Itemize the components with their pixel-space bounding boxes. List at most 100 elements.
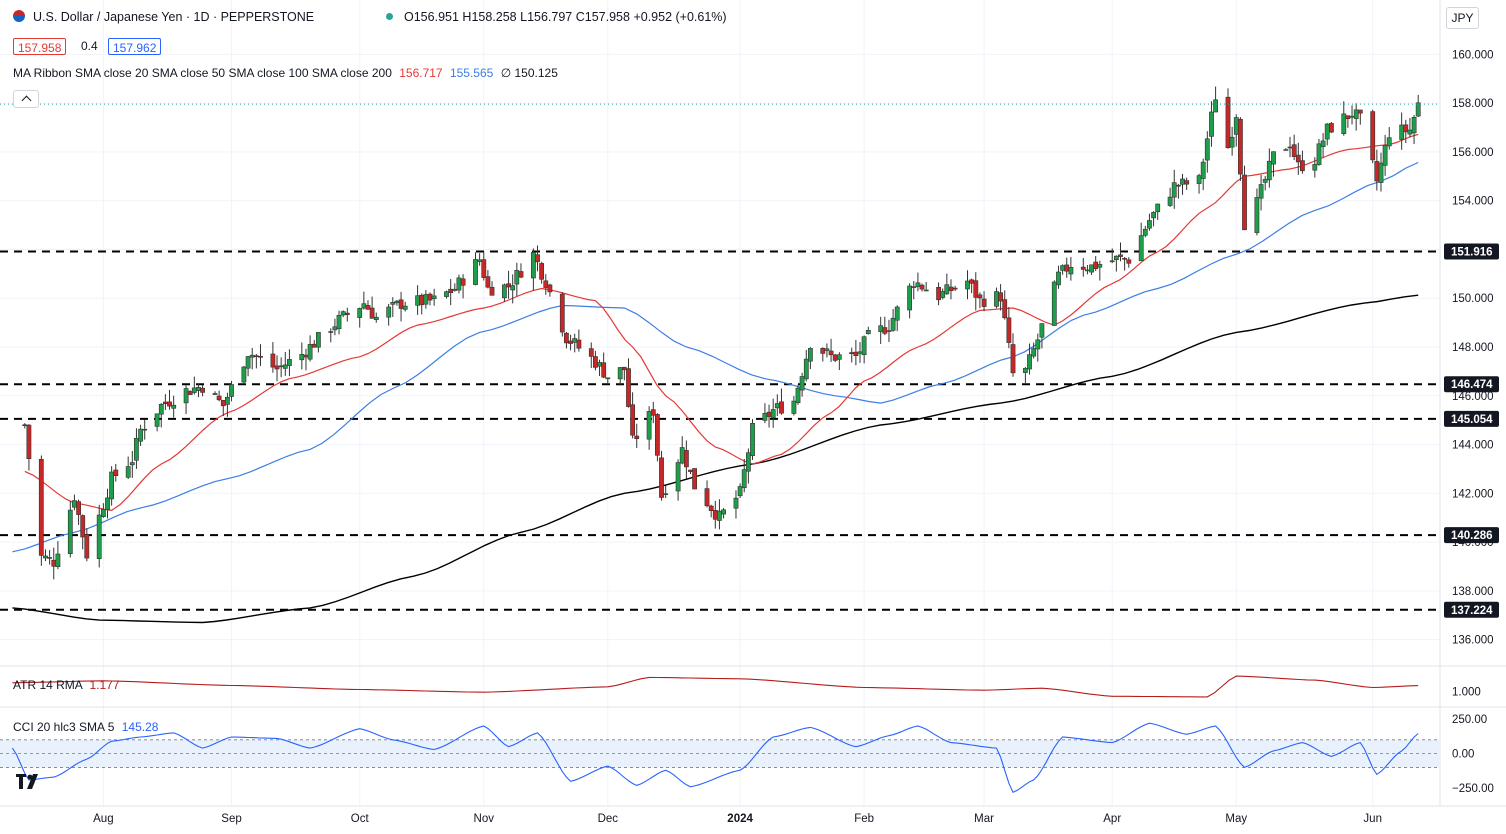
- candle-body: [857, 351, 863, 354]
- sma20-path: [24, 133, 1419, 512]
- candle-body: [278, 365, 284, 368]
- candle-body: [973, 280, 979, 298]
- candle-body: [1238, 118, 1243, 175]
- logo-mark-slash: [27, 774, 38, 789]
- candle-body: [1415, 102, 1421, 117]
- candle-body: [101, 508, 106, 518]
- grid-lines: [0, 0, 1506, 807]
- candle-body: [489, 286, 495, 296]
- candle-body: [196, 386, 201, 391]
- level-tag-bg: [1444, 601, 1499, 618]
- candle-body: [952, 287, 958, 290]
- candle-body: [1089, 264, 1094, 273]
- candle-body: [828, 350, 834, 356]
- candle-body: [510, 285, 516, 291]
- sma20-line: [24, 133, 1419, 512]
- time-axis[interactable]: Aug Sep Oct Nov Dec 2024 Feb Mar Apr May Jun: [93, 813, 1382, 825]
- candle-body: [485, 276, 491, 288]
- cci-value: 145.28: [121, 720, 159, 734]
- us-flag-icon: [13, 10, 25, 22]
- time-tick-label: Nov: [474, 813, 495, 825]
- candle-body: [282, 364, 288, 369]
- candle-body: [225, 396, 230, 405]
- candle-body: [390, 301, 396, 305]
- sma100-value: ∅: [500, 66, 512, 80]
- candle-body: [386, 306, 392, 318]
- candle-body: [712, 509, 718, 520]
- candle-body: [588, 348, 594, 357]
- candle-body: [340, 311, 346, 316]
- candle-body: [1349, 115, 1355, 118]
- candle-body: [605, 377, 611, 380]
- candle-body: [1295, 154, 1301, 163]
- candle-body: [431, 295, 437, 299]
- candle-body: [919, 284, 925, 290]
- collapse-legend-button[interactable]: [13, 90, 39, 108]
- candle-body: [646, 411, 652, 440]
- close-label: C: [575, 10, 585, 24]
- candle-body: [886, 330, 892, 332]
- candle-body: [154, 413, 160, 427]
- candle-body: [1056, 271, 1061, 286]
- candle-body: [1254, 197, 1260, 233]
- chevron-up-icon: [21, 95, 32, 106]
- atr-legend[interactable]: ATR 14 RMA 1.177: [13, 678, 120, 692]
- candle-body: [1064, 264, 1070, 272]
- price-tick-label: 160.000: [1452, 49, 1494, 61]
- candle-body: [423, 294, 429, 305]
- symbol-header[interactable]: U.S. Dollar / Japanese Yen · 1D · PEPPER…: [13, 10, 314, 24]
- candle-body: [894, 306, 900, 321]
- atr-value: 1.177: [89, 678, 120, 692]
- candle-body: [911, 286, 917, 289]
- candle-body: [762, 413, 768, 421]
- low-value: 156.797: [527, 10, 573, 24]
- cci-legend[interactable]: CCI 20 hlc3 SMA 5 145.28: [13, 720, 158, 734]
- price-tick-label: 158.000: [1452, 98, 1494, 110]
- level-tag-label: 146.474: [1451, 379, 1493, 391]
- candle-body: [212, 393, 218, 395]
- currency-selector[interactable]: JPY: [1446, 7, 1479, 29]
- candle-body: [158, 403, 164, 415]
- candle-body: [1114, 255, 1119, 261]
- market-status-dot-icon: [386, 13, 393, 20]
- candle-body: [171, 404, 177, 409]
- candle-body: [1051, 281, 1057, 326]
- candle-body: [1213, 99, 1218, 113]
- level-tag-label: 151.916: [1451, 247, 1493, 259]
- candle-body: [501, 284, 507, 299]
- candle-body: [547, 284, 553, 293]
- candle-body: [328, 331, 334, 333]
- candle-body: [1068, 266, 1074, 275]
- candle-body: [394, 300, 400, 304]
- candle-body: [1411, 117, 1417, 134]
- candle-body: [444, 291, 449, 297]
- candle-body: [67, 509, 73, 555]
- candle-body: [948, 286, 954, 292]
- candle-body: [1126, 259, 1132, 264]
- candle-body: [1374, 161, 1380, 182]
- candle-body: [167, 401, 172, 407]
- sma50-path: [12, 161, 1419, 553]
- atr-line: [12, 675, 1419, 698]
- candle-body: [245, 356, 251, 369]
- candle-body: [1341, 113, 1347, 135]
- candle-body: [456, 277, 462, 291]
- candle-body: [1002, 299, 1008, 319]
- buy-price-button[interactable]: 157.962: [108, 38, 162, 55]
- candle-body: [882, 327, 888, 334]
- candle-body: [617, 367, 623, 380]
- candle-body: [1035, 339, 1041, 350]
- candle-body: [1312, 164, 1318, 171]
- candle-body: [803, 358, 809, 380]
- candle-body: [1031, 348, 1037, 357]
- candle-body: [1291, 144, 1297, 157]
- candle-body: [1320, 140, 1326, 147]
- candle-body: [80, 515, 86, 538]
- price-axis[interactable]: 136.000138.000140.000142.000144.000146.0…: [1444, 49, 1499, 795]
- sell-price-button[interactable]: 157.958: [13, 38, 67, 55]
- symbol-title: U.S. Dollar / Japanese Yen · 1D · PEPPER…: [33, 10, 315, 24]
- candle-body: [113, 469, 119, 476]
- candle-body: [936, 286, 941, 301]
- ma-ribbon-legend[interactable]: MA Ribbon SMA close 20 SMA close 50 SMA …: [13, 66, 558, 80]
